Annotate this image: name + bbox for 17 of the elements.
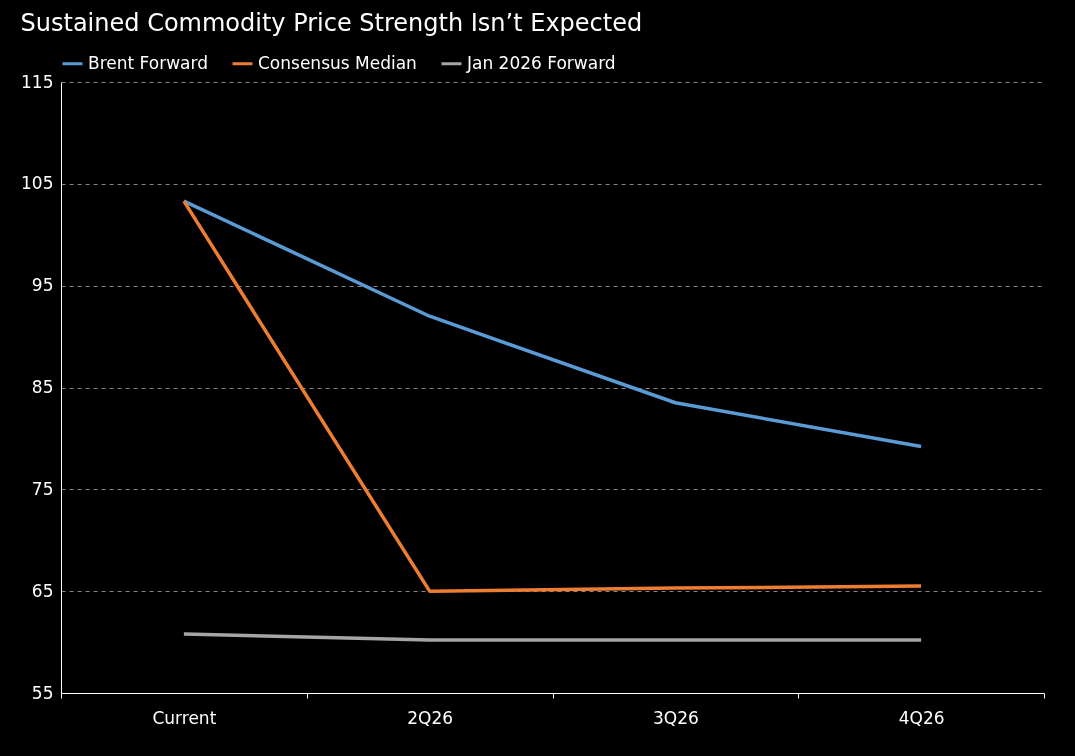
y-tick-label: 55	[31, 682, 54, 703]
y-tick-label: 65	[31, 580, 54, 601]
legend-label: Jan 2026 Forward	[466, 52, 616, 73]
y-tick-label: 95	[31, 275, 54, 296]
x-tick-label: Current	[152, 707, 217, 728]
line-series	[182, 199, 923, 593]
x-tick-label: 4Q26	[898, 707, 945, 728]
line-series	[182, 199, 923, 449]
y-tick-label: 105	[21, 173, 54, 194]
legend-label: Consensus Median	[258, 52, 417, 73]
chart-title: Sustained Commodity Price Strength Isn’t Expected	[20, 9, 643, 37]
legend-label: Brent Forward	[88, 52, 208, 73]
y-tick-label: 115	[21, 71, 54, 92]
y-tick-label: 75	[31, 478, 54, 499]
y-tick-label: 85	[31, 377, 54, 397]
x-tick-label: 3Q26	[652, 707, 699, 728]
x-tick-label: 2Q26	[407, 707, 454, 728]
